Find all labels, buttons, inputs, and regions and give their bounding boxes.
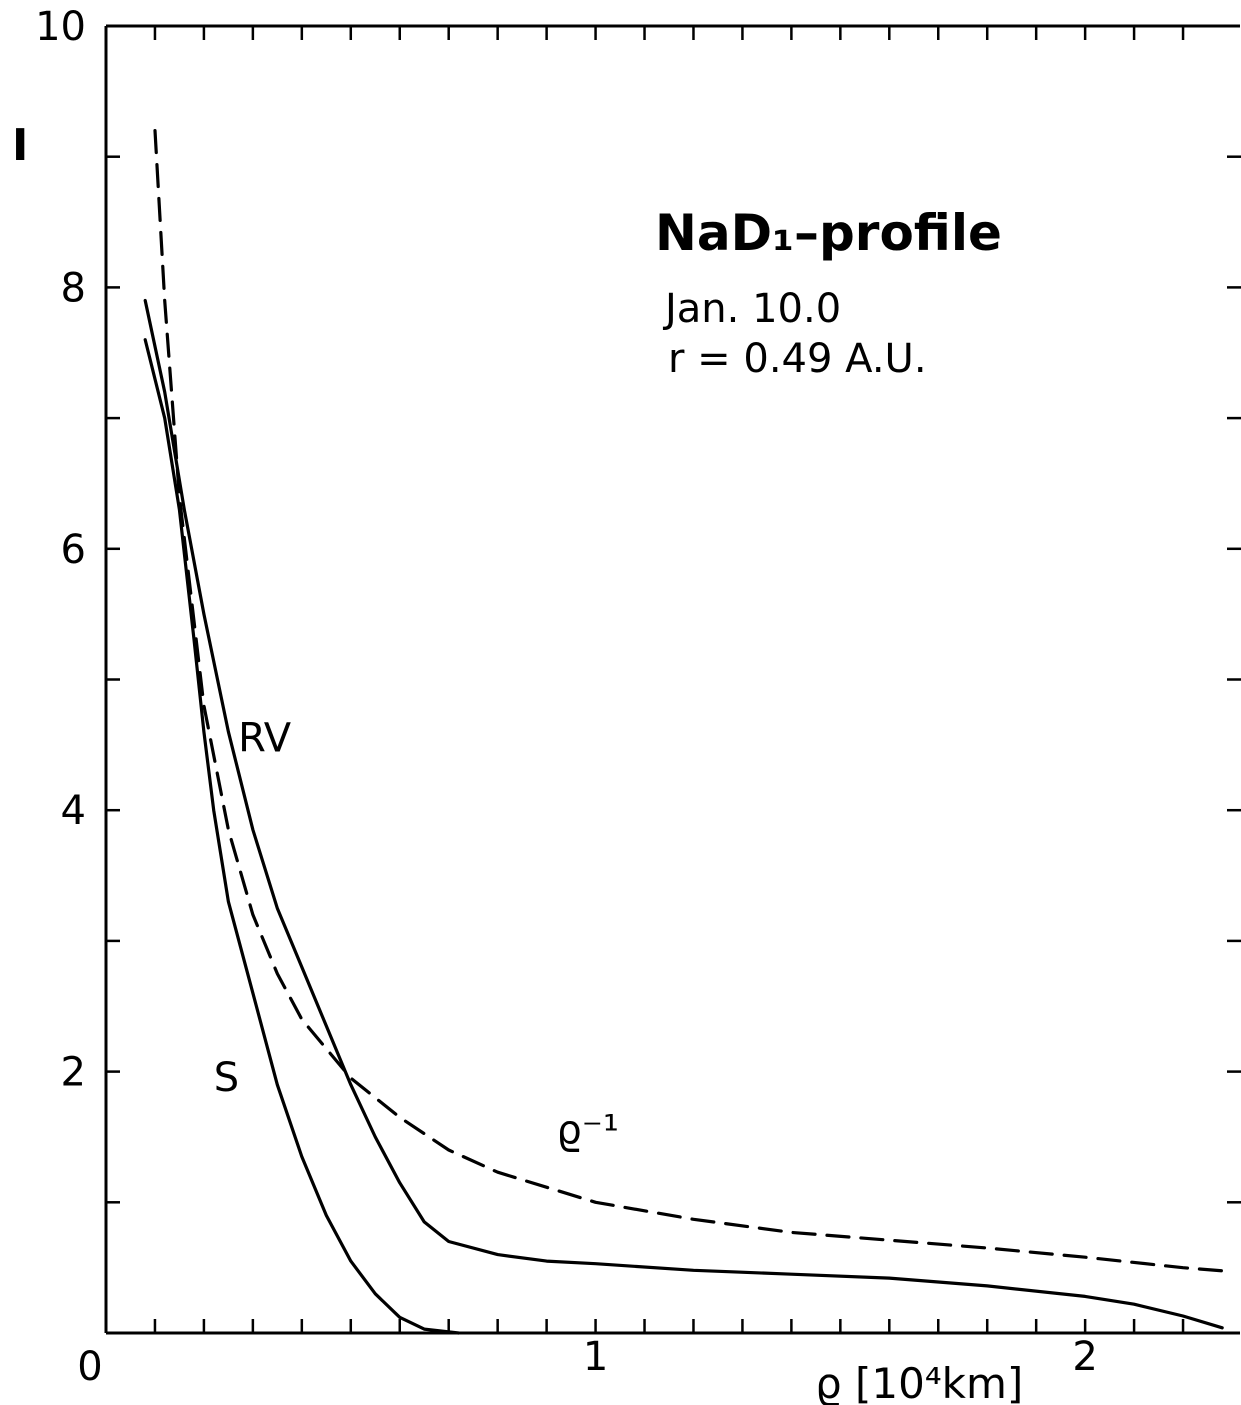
- tick-labels: 2 4 6 8 10 0 1 2: [35, 4, 1098, 1390]
- y-tick-label: 6: [61, 527, 86, 573]
- series-label-1: RV: [238, 715, 292, 761]
- axis-ticks: [106, 26, 1241, 1333]
- series-label-3: ϱ⁻¹: [556, 1107, 619, 1153]
- y-axis-label: I: [12, 120, 28, 171]
- series-line-2: [143, 338, 461, 1335]
- y-tick-label: 2: [61, 1050, 86, 1096]
- series-label-2: S: [214, 1055, 239, 1101]
- y-tick-label: 8: [61, 265, 86, 311]
- y-tick-label: 10: [35, 4, 86, 50]
- annotation-date: Jan. 10.0: [662, 286, 841, 332]
- x-axis-label: ϱ [10⁴km]: [815, 1359, 1023, 1405]
- x-tick-label: 2: [1072, 1334, 1097, 1380]
- series-line-1: [143, 298, 1224, 1330]
- annotation-distance: r = 0.49 A.U.: [668, 336, 927, 382]
- series-labels: RV Sϱ⁻¹: [214, 715, 619, 1153]
- x-tick-label: 1: [583, 1334, 608, 1380]
- y-tick-label: 4: [61, 788, 86, 834]
- data-curves: [143, 129, 1234, 1335]
- chart-title: NaD₁–profile: [655, 204, 1002, 262]
- x-tick-label: 0: [77, 1344, 102, 1390]
- series-line-3: [153, 129, 1234, 1274]
